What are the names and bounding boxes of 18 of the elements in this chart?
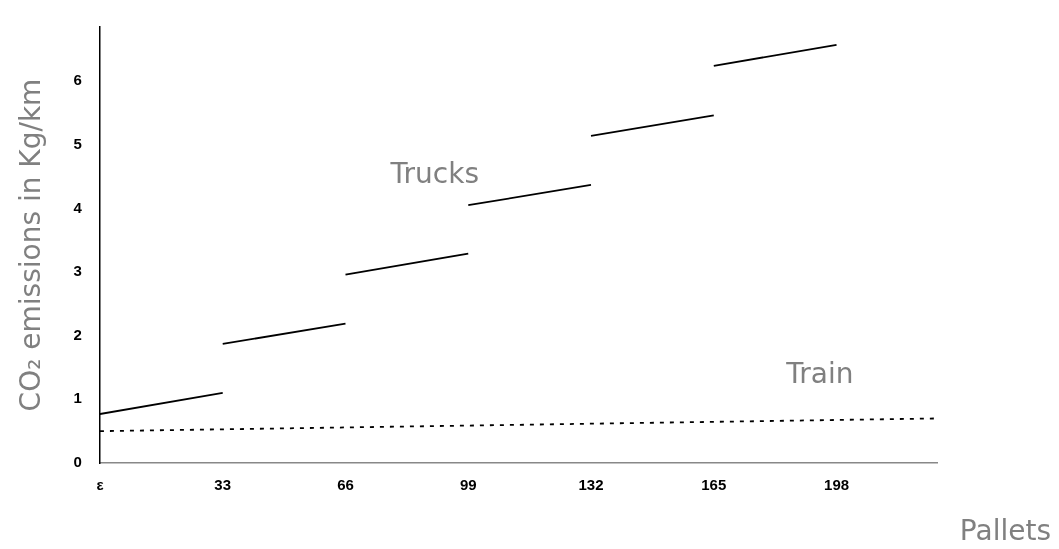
y-tick-label: 2: [73, 325, 82, 343]
y-axis-title: CO₂ emissions in Kg/km: [14, 78, 48, 412]
x-tick-label: 165: [701, 476, 727, 494]
x-tick-label: ε: [96, 476, 104, 494]
x-tick-label: 99: [459, 476, 477, 494]
x-axis-title: Pallets: [959, 514, 1051, 548]
x-tick-label: 198: [824, 476, 850, 494]
x-tick-label: 66: [337, 476, 354, 494]
x-tick-label: 132: [578, 476, 604, 494]
y-tick-label: 6: [73, 71, 82, 89]
series-label: Trucks: [389, 156, 479, 190]
y-tick-label: 3: [73, 262, 82, 280]
y-tick-label: 5: [73, 134, 82, 152]
y-tick-label: 0: [73, 453, 82, 471]
series-label: Train: [785, 357, 854, 391]
x-tick-label: 33: [214, 476, 232, 494]
y-tick-label: 1: [73, 389, 82, 407]
y-tick-label: 4: [73, 198, 83, 216]
